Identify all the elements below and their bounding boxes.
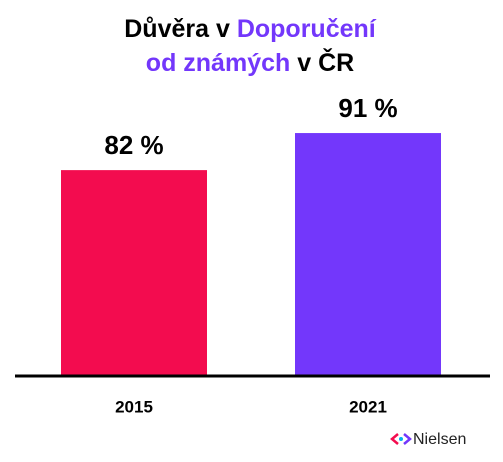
value-label: 91 % bbox=[338, 93, 397, 123]
value-label: 82 % bbox=[104, 130, 163, 160]
chart-title-line-1: Důvěra v Doporučení bbox=[124, 15, 377, 43]
x-tick-label: 2021 bbox=[349, 397, 387, 416]
title-part: od známých bbox=[146, 49, 290, 77]
logo-text: Nielsen bbox=[413, 431, 466, 448]
x-tick-label: 2015 bbox=[115, 397, 153, 416]
title-part: Doporučení bbox=[237, 15, 377, 43]
title-part: v ČR bbox=[297, 47, 354, 77]
title-part: Důvěra v bbox=[124, 15, 230, 43]
chart-title-line-2: od známých v ČR bbox=[146, 47, 354, 77]
bar bbox=[61, 170, 207, 376]
bar bbox=[295, 133, 441, 376]
logo-icon bbox=[390, 433, 412, 445]
